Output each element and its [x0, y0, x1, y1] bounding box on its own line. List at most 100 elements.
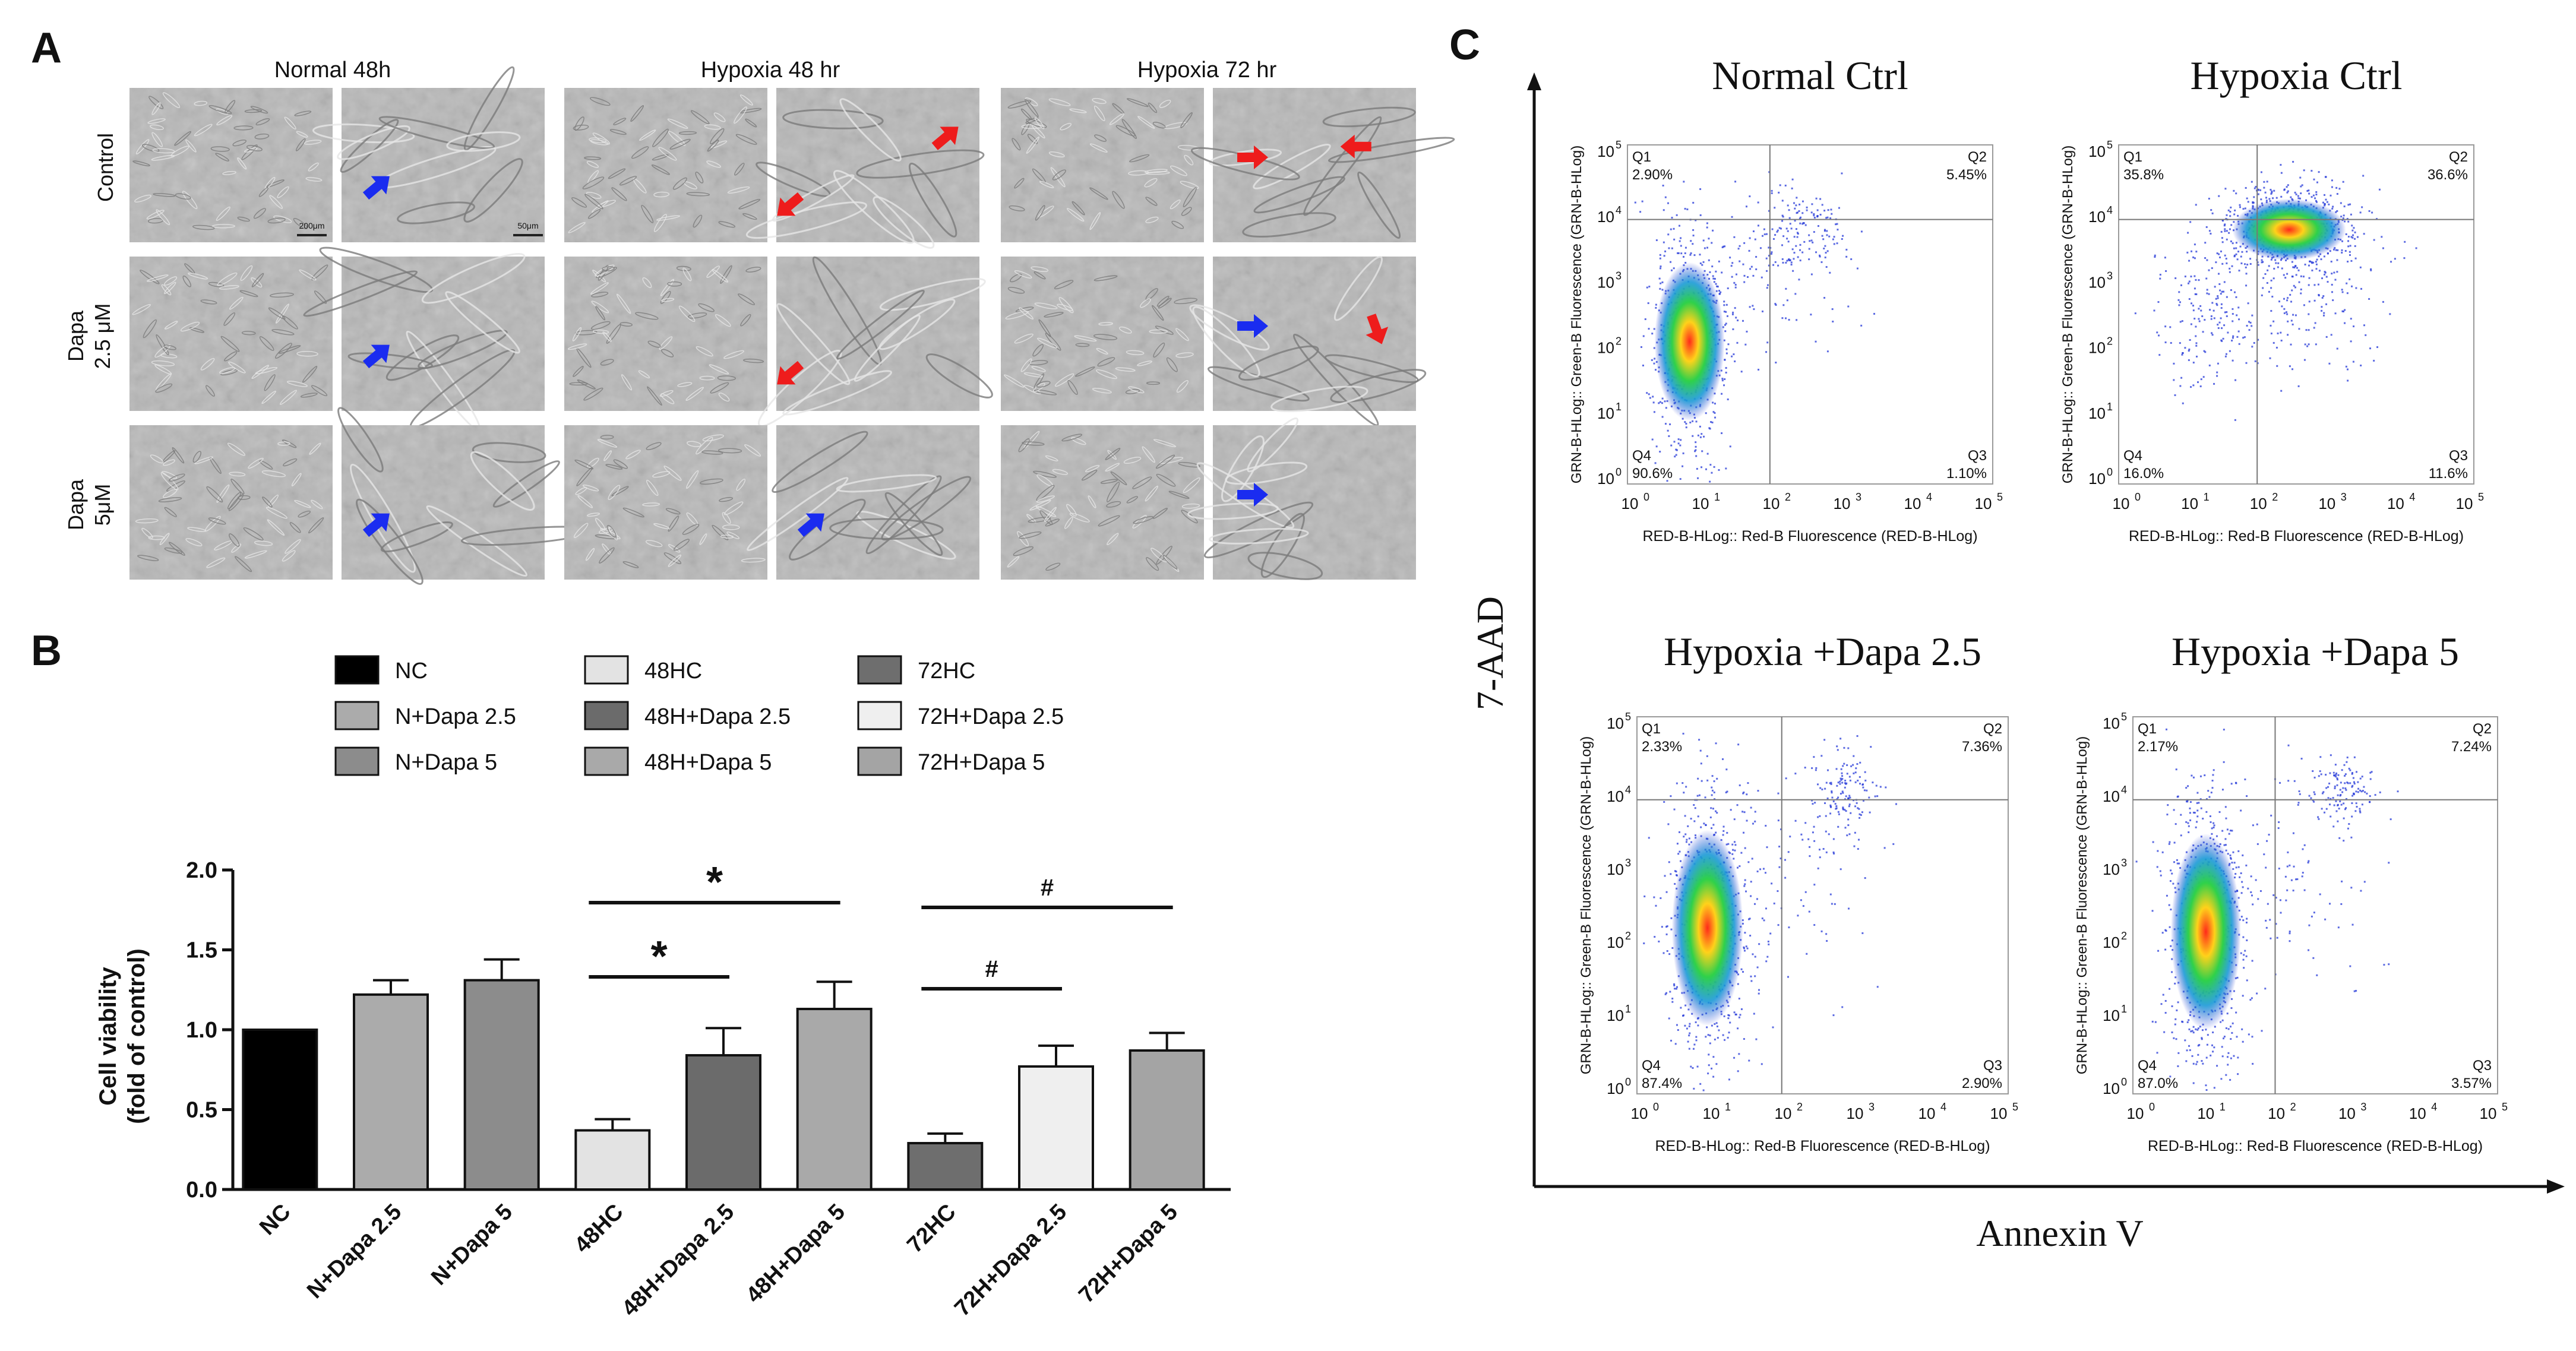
flow-plot-1: Normal Ctrl Q1 2.90% Q2 5.45% Q3 1.10% Q4 90.6% 1…	[1569, 53, 2003, 545]
legend-swatch	[857, 701, 902, 730]
x-tick-label: NC	[255, 1200, 296, 1241]
x-tick-exponent: 4	[2409, 491, 2415, 503]
quadrant-q2: Q2	[1983, 721, 2002, 737]
x-tick: 10	[1775, 1105, 1792, 1122]
x-tick-exponent: 1	[2204, 491, 2210, 503]
y-tick: 10	[2088, 143, 2106, 160]
bars	[242, 958, 1205, 1191]
legend-swatch	[584, 655, 629, 685]
y-tick-exponent: 0	[2121, 1076, 2127, 1088]
y-tick-exponent: 1	[1616, 401, 1622, 413]
flow-y-label: GRN-B-HLog:: Green-B Fluorescence (GRN-B…	[1578, 736, 1594, 1075]
micrograph-r3-c2	[337, 407, 593, 585]
x-tick: 10	[1622, 495, 1639, 512]
y-tick-exponent: 5	[1616, 139, 1622, 151]
micrograph-r3-c5	[1001, 425, 1204, 580]
y-tick: 10	[2103, 934, 2120, 951]
x-tick: 10	[2338, 1105, 2356, 1122]
row-label-dapa-25-dose: 2.5 μM	[90, 303, 115, 369]
y-tick: 10	[1607, 860, 1624, 878]
panel-a-micrographs: Normal 48h Hypoxia 48 hr Hypoxia 72 hr C…	[64, 58, 1455, 585]
x-tick: 10	[2250, 495, 2267, 512]
x-tick: 10	[2480, 1105, 2497, 1122]
x-tick-exponent: 4	[1940, 1101, 1946, 1113]
legend-label: N+Dapa 2.5	[395, 704, 516, 729]
y-tick: 10	[1597, 339, 1614, 357]
quadrant-q2: Q2	[1968, 149, 1987, 165]
flow-x-label: RED-B-HLog:: Red-B Fluorescence (RED-B-H…	[2148, 1138, 2483, 1154]
blue-arrow	[362, 176, 390, 200]
y-tick-exponent: 3	[2121, 857, 2127, 869]
y-axis-sublabel: (fold of control)	[124, 948, 150, 1124]
x-tick-exponent: 1	[2220, 1101, 2226, 1113]
x-tick-exponent: 3	[1869, 1101, 1875, 1113]
x-tick: 10	[2318, 495, 2335, 512]
x-tick: 10	[1975, 495, 1992, 512]
x-tick: 10	[2181, 495, 2198, 512]
legend-swatch	[334, 701, 380, 730]
flow-y-label: GRN-B-HLog:: Green-B Fluorescence (GRN-B…	[2060, 145, 2076, 484]
y-tick-exponent: 4	[2107, 204, 2113, 216]
x-tick: 10	[2387, 495, 2404, 512]
flow-x-label: RED-B-HLog:: Red-B Fluorescence (RED-B-H…	[2129, 528, 2464, 545]
x-tick-exponent: 2	[2272, 491, 2278, 503]
y-tick-exponent: 5	[2121, 711, 2127, 723]
y-tick-exponent: 4	[1616, 204, 1622, 216]
x-tick-exponent: 4	[2431, 1101, 2437, 1113]
y-tick-exponent: 1	[2107, 401, 2113, 413]
bar-48hc	[574, 1129, 651, 1191]
y-tick-exponent: 2	[2121, 930, 2127, 942]
x-tick-exponent: 2	[1785, 491, 1791, 503]
y-tick-exponent: 2	[1625, 930, 1631, 942]
quadrant-q4: Q4	[1642, 1058, 1661, 1074]
quadrant-q4-value: 16.0%	[2123, 466, 2164, 482]
bar-n-dapa-2-5	[353, 993, 429, 1191]
quadrant-q1-value: 35.8%	[2123, 167, 2164, 183]
micrograph-r2-c6	[1189, 256, 1427, 426]
red-arrow	[777, 192, 804, 216]
row-label-dapa-25: Dapa	[64, 310, 88, 362]
x-tick-exponent: 5	[1997, 491, 2003, 503]
x-tick-exponent: 1	[1714, 491, 1720, 503]
flow-plot-title: Normal Ctrl	[1712, 53, 1908, 98]
flow-plot-title: Hypoxia +Dapa 5	[2172, 629, 2459, 674]
micrograph-r2-c4	[757, 256, 993, 427]
x-tick-exponent: 5	[2478, 491, 2484, 503]
row-label-control: Control	[93, 133, 118, 202]
panel-c-flow-cytometry: Annexin V 7-AAD Normal Ctrl Q1 2.90% Q2 5.45…	[1469, 53, 2565, 1254]
blue-arrow	[797, 513, 824, 537]
y-tick-label: 0.0	[186, 1178, 217, 1203]
flow-axis-ticks: 10 010 010 110 110 210 210 310 310 410 410 510 5	[1597, 139, 2003, 512]
quadrant-q3: Q3	[2449, 448, 2468, 464]
bar-n-dapa-5	[463, 979, 540, 1191]
quadrant-q1-value: 2.17%	[2138, 739, 2178, 755]
y-tick-label: 2.0	[186, 858, 217, 883]
flow-x-label: RED-B-HLog:: Red-B Fluorescence (RED-B-H…	[1655, 1138, 1990, 1154]
y-tick: 10	[2088, 470, 2106, 488]
x-tick-exponent: 0	[1653, 1101, 1659, 1113]
y-tick-exponent: 4	[2121, 784, 2127, 796]
y-tick-exponent: 3	[2107, 270, 2113, 281]
micrograph-r3-c6	[1187, 417, 1416, 580]
x-tick: 10	[1990, 1105, 2008, 1122]
y-tick: 10	[2103, 860, 2120, 878]
y-tick: 10	[2088, 273, 2106, 291]
micrograph-r1-c5	[1001, 88, 1204, 242]
legend-swatch	[584, 701, 629, 730]
quadrant-q1-value: 2.33%	[1642, 739, 1682, 755]
x-tick-label: 72H+Dapa 2.5	[950, 1200, 1072, 1321]
quadrant-q1-value: 2.90%	[1632, 167, 1673, 183]
x-tick: 10	[2113, 495, 2130, 512]
y-tick-exponent: 0	[2107, 466, 2113, 478]
legend-swatch	[857, 746, 902, 776]
x-tick: 10	[1692, 495, 1709, 512]
micrograph-r2-c2	[303, 246, 545, 432]
y-tick: 10	[2103, 1007, 2120, 1024]
quadrant-q3-value: 11.6%	[2429, 466, 2468, 482]
x-tick-label: 48H+Dapa 5	[741, 1200, 850, 1308]
red-arrow	[931, 126, 959, 150]
blue-arrow	[1237, 483, 1269, 507]
y-tick: 10	[2103, 1080, 2120, 1097]
y-tick: 10	[1607, 1007, 1624, 1024]
